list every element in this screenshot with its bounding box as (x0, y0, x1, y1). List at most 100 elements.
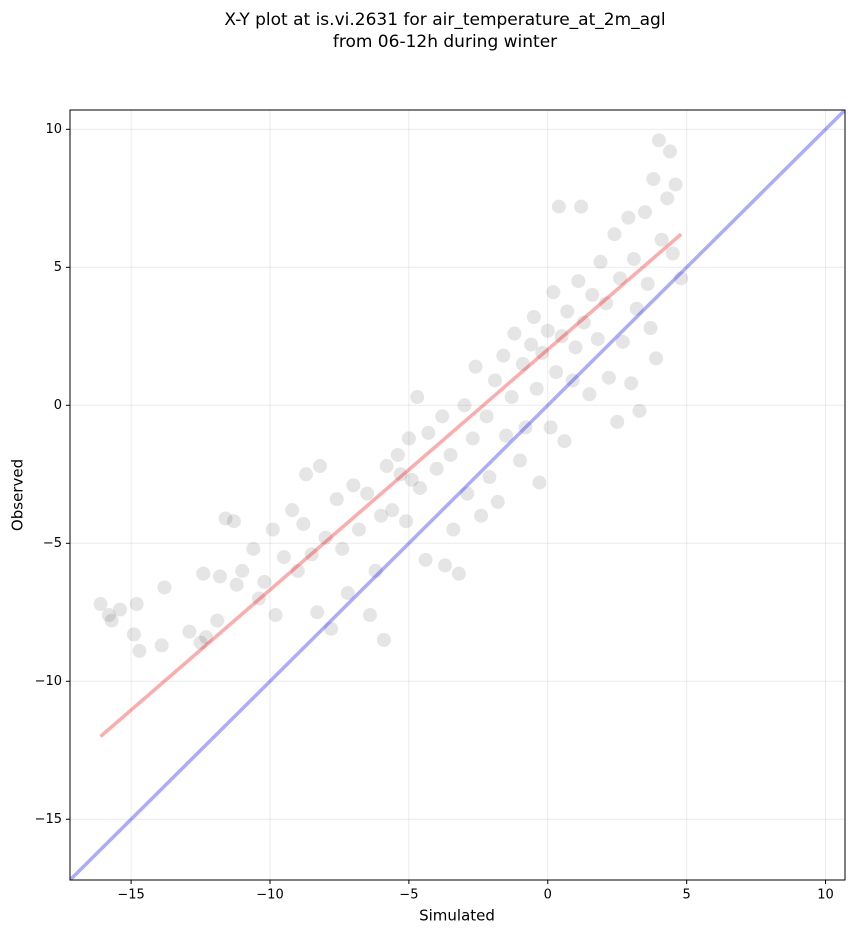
scatter-point (257, 574, 272, 589)
scatter-point (621, 210, 636, 225)
scatter-point (607, 227, 622, 242)
scatter-point (218, 511, 233, 526)
scatter-point (654, 232, 669, 247)
scatter-point (313, 459, 327, 474)
scatter-point (443, 447, 458, 462)
scatter-point (551, 199, 566, 214)
scatter-point (296, 516, 311, 531)
scatter-point (251, 591, 266, 606)
scatter-point (438, 558, 452, 573)
scatter-point (468, 359, 483, 374)
scatter-point (346, 478, 361, 493)
scatter-point (351, 522, 366, 537)
scatter-point (554, 329, 569, 344)
scatter-point (379, 459, 394, 474)
scatter-point (571, 274, 586, 289)
scatter-point (524, 337, 539, 352)
scatter-point (610, 414, 625, 429)
chart-title: X-Y plot at is.vi.2631 for air_temperatu… (224, 10, 665, 30)
scatter-point (660, 191, 675, 206)
scatter-point (93, 597, 108, 612)
scatter-point (646, 171, 661, 186)
scatter-point (488, 373, 502, 388)
scatter-point (479, 409, 494, 424)
scatter-point (329, 492, 344, 507)
scatter-point (132, 643, 147, 658)
y-tick-label: 10 (45, 122, 62, 137)
scatter-point (615, 334, 630, 349)
scatter-point (182, 624, 197, 639)
scatter-point (376, 632, 391, 647)
scatter-point (410, 390, 425, 405)
x-tick-label: 10 (817, 888, 834, 903)
scatter-point (276, 550, 291, 565)
scatter-point (401, 431, 416, 446)
x-tick-label: 5 (683, 888, 691, 903)
scatter-point (568, 340, 583, 355)
y-axis-label: Observed (9, 459, 27, 531)
scatter-point (360, 486, 375, 501)
grid (70, 110, 845, 880)
scatter-point (374, 508, 389, 523)
chart-title: from 06-12h during winter (333, 32, 557, 52)
scatter-point (393, 467, 408, 482)
scatter-point (126, 627, 141, 642)
scatter-point (649, 351, 664, 366)
scatter-point (429, 461, 444, 476)
scatter-point (474, 508, 489, 523)
scatter-point (229, 577, 244, 592)
scatter-point (465, 431, 480, 446)
scatter-point (532, 475, 547, 490)
scatter-point (335, 541, 350, 556)
scatter-point (529, 381, 544, 396)
scatter-point (513, 453, 527, 468)
x-tick-label: −15 (117, 888, 144, 903)
y-tick-label: −15 (35, 812, 62, 827)
scatter-point (299, 467, 314, 482)
x-axis-label: Simulated (419, 907, 495, 925)
scatter-point (101, 608, 116, 623)
scatter-point (504, 390, 519, 405)
scatter-point (663, 144, 677, 159)
y-tick-label: −5 (43, 536, 62, 551)
scatter-point (310, 605, 325, 620)
scatter-point (543, 420, 558, 435)
scatter-point (632, 403, 647, 418)
scatter-point (451, 566, 466, 581)
scatter-point (246, 541, 261, 556)
scatter-point (640, 276, 655, 291)
scatter-point (304, 547, 319, 562)
scatter-point (546, 285, 561, 300)
scatter-point (457, 398, 472, 413)
scatter-point (585, 287, 600, 302)
scatter-point (193, 635, 208, 650)
scatter-point (340, 585, 355, 600)
scatter-point (624, 376, 639, 391)
scatter-point (613, 271, 627, 286)
scatter-point (540, 323, 555, 338)
scatter-point (154, 638, 169, 653)
scatter-point (390, 447, 405, 462)
fit-line (99, 232, 683, 738)
scatter-point (601, 370, 616, 385)
scatter-point (285, 503, 300, 518)
scatter-point (496, 348, 511, 363)
scatter-point (446, 522, 461, 537)
scatter-point (535, 345, 550, 360)
scatter-point (363, 608, 377, 623)
scatter-point (418, 552, 433, 567)
scatter-point (324, 621, 339, 636)
scatter-point (518, 420, 533, 435)
scatter-point (385, 503, 400, 518)
scatter-point (651, 133, 666, 148)
scatter-point (638, 205, 652, 220)
scatter-point (265, 522, 280, 537)
scatter-point (576, 315, 591, 330)
scatter-point (368, 563, 383, 578)
scatter-point (665, 246, 680, 261)
y-tick-label: 0 (54, 398, 62, 413)
scatter-point (643, 321, 658, 336)
scatter-point (574, 199, 589, 214)
scatter-point (104, 613, 119, 628)
